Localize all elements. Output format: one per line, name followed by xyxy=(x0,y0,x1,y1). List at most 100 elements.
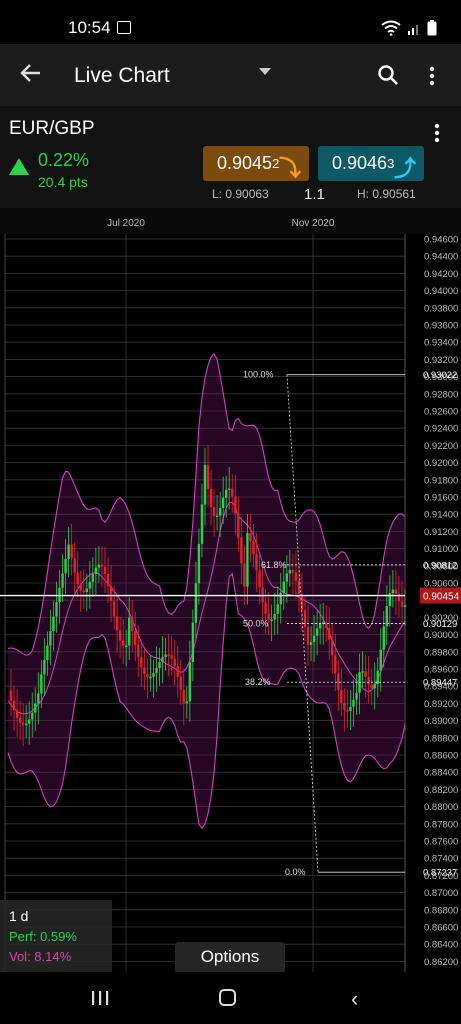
buy-button[interactable]: 0.9046 3 ⤴ xyxy=(318,146,424,181)
x-tick-label: Jul 2020 xyxy=(107,218,145,229)
candle-body xyxy=(85,588,88,592)
y-tick-label: 0.92400 xyxy=(424,424,458,435)
app-bar: Live Chart xyxy=(0,44,461,106)
y-tick-label: 0.90000 xyxy=(424,630,458,641)
sell-price: 0.9045 xyxy=(217,153,273,173)
clock: 10:54 xyxy=(68,18,111,37)
bollinger-upper xyxy=(7,352,406,656)
candle-body xyxy=(170,654,173,659)
instrument-header: EUR/GBP 0.22% 20.4 pts 0.9045 2 ⤵ 0.9046 3… xyxy=(0,106,461,208)
fib-value-label: 0.90129 xyxy=(423,619,457,630)
options-button[interactable]: Options xyxy=(175,942,285,972)
arrow-down-icon: ⤵ xyxy=(278,156,301,181)
y-tick-label: 0.91800 xyxy=(424,475,458,486)
status-bar: 10:54 xyxy=(0,0,461,44)
candle-body xyxy=(40,674,43,694)
candle-body xyxy=(303,610,307,628)
current-price-tag xyxy=(420,587,461,604)
fib-level-label: 61.8% xyxy=(261,560,287,570)
candle-body xyxy=(252,541,255,555)
candle-body xyxy=(391,589,395,594)
candle-body xyxy=(106,573,110,586)
y-tick-label: 0.88800 xyxy=(424,733,458,744)
candle-body xyxy=(97,564,101,568)
candle-body xyxy=(376,670,379,685)
triangle-up-icon xyxy=(9,158,29,175)
candle-body xyxy=(109,585,113,601)
candle-body xyxy=(364,671,367,677)
candle-body xyxy=(215,515,219,518)
candle-body xyxy=(288,570,292,574)
candle-body xyxy=(28,719,31,724)
candle-body xyxy=(52,616,55,632)
buy-price: 0.9046 xyxy=(332,153,388,173)
y-tick-label: 0.90800 xyxy=(424,561,458,572)
candle-body xyxy=(121,640,125,646)
sell-button[interactable]: 0.9045 2 ⤵ xyxy=(203,146,309,181)
candle-body xyxy=(143,667,146,675)
candle-body xyxy=(343,702,346,711)
more-vertical-icon[interactable] xyxy=(429,66,435,91)
y-tick-label: 0.88400 xyxy=(424,768,458,779)
home-icon[interactable] xyxy=(219,989,236,1006)
fib-level-label: 38.2% xyxy=(245,677,271,687)
instrument-more-icon[interactable] xyxy=(434,123,440,148)
recent-apps-icon[interactable] xyxy=(90,990,110,1011)
y-tick-label: 0.89200 xyxy=(424,699,458,710)
candle-body xyxy=(312,635,316,643)
y-tick-label: 0.89400 xyxy=(424,682,458,693)
candle-body xyxy=(273,613,276,620)
candle-body xyxy=(194,583,198,623)
y-tick-label: 0.88200 xyxy=(424,785,458,796)
sell-pip: 2 xyxy=(272,156,280,171)
y-tick-label: 0.87800 xyxy=(424,819,458,830)
y-tick-label: 0.92000 xyxy=(424,458,458,469)
nav-back-icon[interactable]: ‹ xyxy=(351,986,359,1011)
y-tick-label: 0.89800 xyxy=(424,647,458,658)
system-icons xyxy=(381,20,437,36)
candle-body xyxy=(43,659,46,675)
candle-body xyxy=(124,645,128,647)
page-title[interactable]: Live Chart xyxy=(74,64,170,87)
candle-body xyxy=(31,712,34,720)
candle-body xyxy=(18,717,22,723)
y-tick-label: 0.93400 xyxy=(424,338,458,349)
candle-body xyxy=(400,601,404,607)
price-chart[interactable]: 0.94600 0.94400 0.94200 0.94000 0.93800 0.936… xyxy=(0,208,461,972)
candle-body xyxy=(24,723,28,726)
candle-body xyxy=(246,533,249,587)
chevron-down-icon[interactable] xyxy=(259,68,271,75)
candle-body xyxy=(179,676,182,690)
candle-body xyxy=(158,662,161,668)
candle-body xyxy=(21,722,25,725)
candle-body xyxy=(270,619,273,622)
search-icon[interactable] xyxy=(377,64,399,91)
candle-body xyxy=(82,590,85,593)
fib-trend-line xyxy=(286,374,319,873)
y-tick-label: 0.87000 xyxy=(424,888,458,899)
volatility-label: Vol: 8.14% xyxy=(9,949,72,964)
candle-body xyxy=(297,580,301,594)
candle-body xyxy=(188,662,192,702)
candle-body xyxy=(279,592,282,605)
candle-body xyxy=(206,465,210,489)
x-axis-strip xyxy=(0,208,461,234)
candle-body xyxy=(67,544,70,559)
candle-body xyxy=(185,701,189,704)
chart-info-box: 1 d Perf: 0.59% Vol: 8.14% xyxy=(0,900,112,972)
candle-body xyxy=(382,626,385,650)
candle-body xyxy=(249,533,252,542)
candle-body xyxy=(167,654,170,656)
y-tick-label: 0.94600 xyxy=(424,235,458,246)
candle-body xyxy=(340,690,343,703)
back-arrow-icon[interactable] xyxy=(20,62,42,91)
candle-body xyxy=(243,563,246,587)
candle-body xyxy=(349,706,352,711)
candle-body xyxy=(128,617,131,646)
candle-body xyxy=(379,649,382,671)
y-tick-label: 0.92800 xyxy=(424,389,458,400)
change-percent: 0.22% xyxy=(38,150,90,170)
candle-body xyxy=(294,572,298,581)
candle-body xyxy=(49,631,52,646)
signal-icon xyxy=(408,25,418,35)
